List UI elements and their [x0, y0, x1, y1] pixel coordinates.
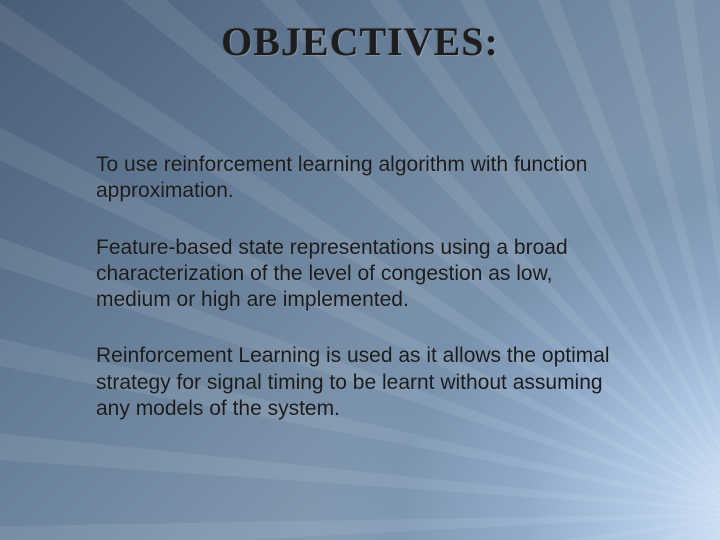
- slide: OBJECTIVES: To use reinforcement learnin…: [0, 0, 720, 540]
- body-paragraph: Reinforcement Learning is used as it all…: [96, 343, 610, 422]
- slide-body: To use reinforcement learning algorithm …: [96, 152, 610, 452]
- body-paragraph: Feature-based state representations usin…: [96, 235, 610, 314]
- slide-title: OBJECTIVES:: [0, 18, 720, 65]
- body-paragraph: To use reinforcement learning algorithm …: [96, 152, 610, 205]
